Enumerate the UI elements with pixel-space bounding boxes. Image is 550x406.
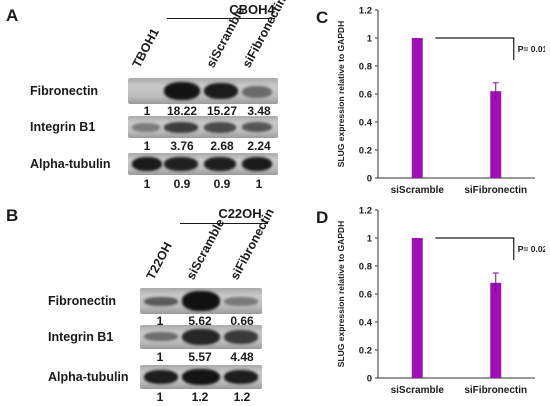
- chart-d-bar-1: [490, 282, 502, 378]
- chart-c-ytick-label-1: 0.2: [359, 146, 372, 157]
- panel-a-integrin-b1-blot: [128, 116, 278, 138]
- chart-c-category-1: siFibronectin: [464, 185, 527, 196]
- panel-d-letter: D: [316, 208, 329, 227]
- panel-a-protein-fibronectin: Fibronectin: [30, 84, 99, 98]
- panel-b-fibronectin-value-3: 0.66: [230, 314, 254, 328]
- chart-c-category-0: siScramble: [391, 185, 445, 196]
- panel-b-tubulin-value-3: 1.2: [233, 390, 251, 404]
- panel-b-integrin-value-3: 4.48: [230, 350, 254, 364]
- panel-c-letter: C: [316, 8, 329, 27]
- panel-b-integrin-b1-blot: [140, 325, 262, 349]
- chart-d-ytick-label-1: 0.2: [359, 346, 372, 357]
- panel-b-protein-fibronectin: Fibronectin: [48, 294, 117, 308]
- chart-d-category-0: siScramble: [391, 385, 445, 396]
- chart-c-significance-bracket: [435, 37, 515, 60]
- chart-c-pvalue: P= 0.0132: [518, 44, 545, 54]
- slug-bar-chart-c: SLUG expression relative to GAPDH 0 0.2 0.4…: [336, 6, 545, 197]
- panel-a-fibronectin-value-1: 1: [143, 104, 151, 118]
- panel-a-tubulin-value-1: 1: [143, 177, 151, 191]
- chart-c-ytick-label-3: 0.6: [359, 90, 372, 101]
- panel-a-tubulin-value-3: 0.9: [213, 177, 231, 191]
- slug-bar-chart-d: SLUG expression relative to GAPDH 0 0.2 0.4…: [336, 206, 545, 397]
- chart-c-ytick-label-6: 1.2: [359, 6, 372, 17]
- panel-a-integrin-value-2: 3.76: [170, 139, 194, 153]
- chart-c-ytick-label-2: 0.4: [359, 118, 373, 129]
- chart-d-ytick-label-2: 0.4: [359, 318, 373, 329]
- chart-d-category-1: siFibronectin: [464, 385, 527, 396]
- panel-b-group-line: [180, 223, 268, 224]
- chart-d-pvalue: P= 0.0215: [518, 244, 545, 254]
- chart-d-ytick-label-5: 1: [367, 234, 373, 245]
- panel-b-protein-integrin-b1: Integrin B1: [48, 330, 114, 344]
- panel-b-alpha-tubulin-blot: [140, 365, 262, 389]
- panel-a-protein-alpha-tubulin: Alpha-tubulin: [30, 157, 111, 171]
- panel-b-group-label: C22OH: [218, 206, 262, 221]
- panel-b-lane-label-1: T22OH: [143, 239, 175, 282]
- chart-c-ytick-label-4: 0.8: [359, 62, 372, 73]
- panel-a-integrin-value-1: 1: [143, 139, 151, 153]
- chart-c-ytick-label-5: 1: [367, 34, 373, 45]
- panel-b-fibronectin-value-2: 5.62: [188, 314, 212, 328]
- chart-d-ytick-label-0: 0: [367, 374, 372, 385]
- panel-b-fibronectin-blot: [140, 288, 262, 314]
- panel-b-letter: B: [6, 206, 19, 225]
- panel-a-fibronectin-value-2: 18.22: [166, 104, 198, 118]
- panel-b-protein-alpha-tubulin: Alpha-tubulin: [48, 370, 129, 384]
- chart-d-ytick-label-6: 1.2: [359, 206, 372, 217]
- chart-d-ytick-label-3: 0.6: [359, 290, 372, 301]
- panel-a-alpha-tubulin-blot: [128, 153, 278, 175]
- panel-a-tubulin-value-2: 0.9: [173, 177, 191, 191]
- chart-d-ylabel: SLUG expression relative to GAPDH: [336, 221, 346, 367]
- chart-c-bar-1: [490, 91, 502, 178]
- panel-b-tubulin-value-1: 1: [156, 390, 164, 404]
- panel-a-group-line: [167, 18, 275, 19]
- panel-b-integrin-value-1: 1: [156, 350, 164, 364]
- panel-a-protein-integrin-b1: Integrin B1: [30, 120, 96, 134]
- panel-a-fibronectin-value-3: 15.27: [206, 104, 238, 118]
- panel-a-fibronectin-blot: [128, 78, 278, 104]
- panel-a-group-label: CBOH4: [229, 2, 275, 17]
- chart-d-ytick-label-4: 0.8: [359, 262, 372, 273]
- panel-a-tubulin-value-4: 1: [255, 177, 263, 191]
- chart-d-significance-bracket: [435, 237, 515, 260]
- chart-c-ylabel: SLUG expression relative to GAPDH: [336, 21, 346, 167]
- panel-a-integrin-value-3: 2.68: [210, 139, 234, 153]
- panel-b-fibronectin-value-1: 1: [156, 314, 164, 328]
- panel-b-lane-label-2: siScramble: [183, 216, 228, 282]
- panel-a-integrin-value-4: 2.24: [247, 139, 271, 153]
- panel-a-lane-label-1: TBOH1: [129, 26, 162, 70]
- chart-d-bar-0: [411, 238, 423, 378]
- chart-c-ytick-label-0: 0: [367, 174, 372, 185]
- panel-a-letter: A: [6, 6, 19, 25]
- panel-a-fibronectin-value-4: 3.48: [247, 104, 271, 118]
- panel-b-integrin-value-2: 5.57: [188, 350, 212, 364]
- chart-c-bar-0: [411, 38, 423, 178]
- panel-b-tubulin-value-2: 1.2: [191, 390, 209, 404]
